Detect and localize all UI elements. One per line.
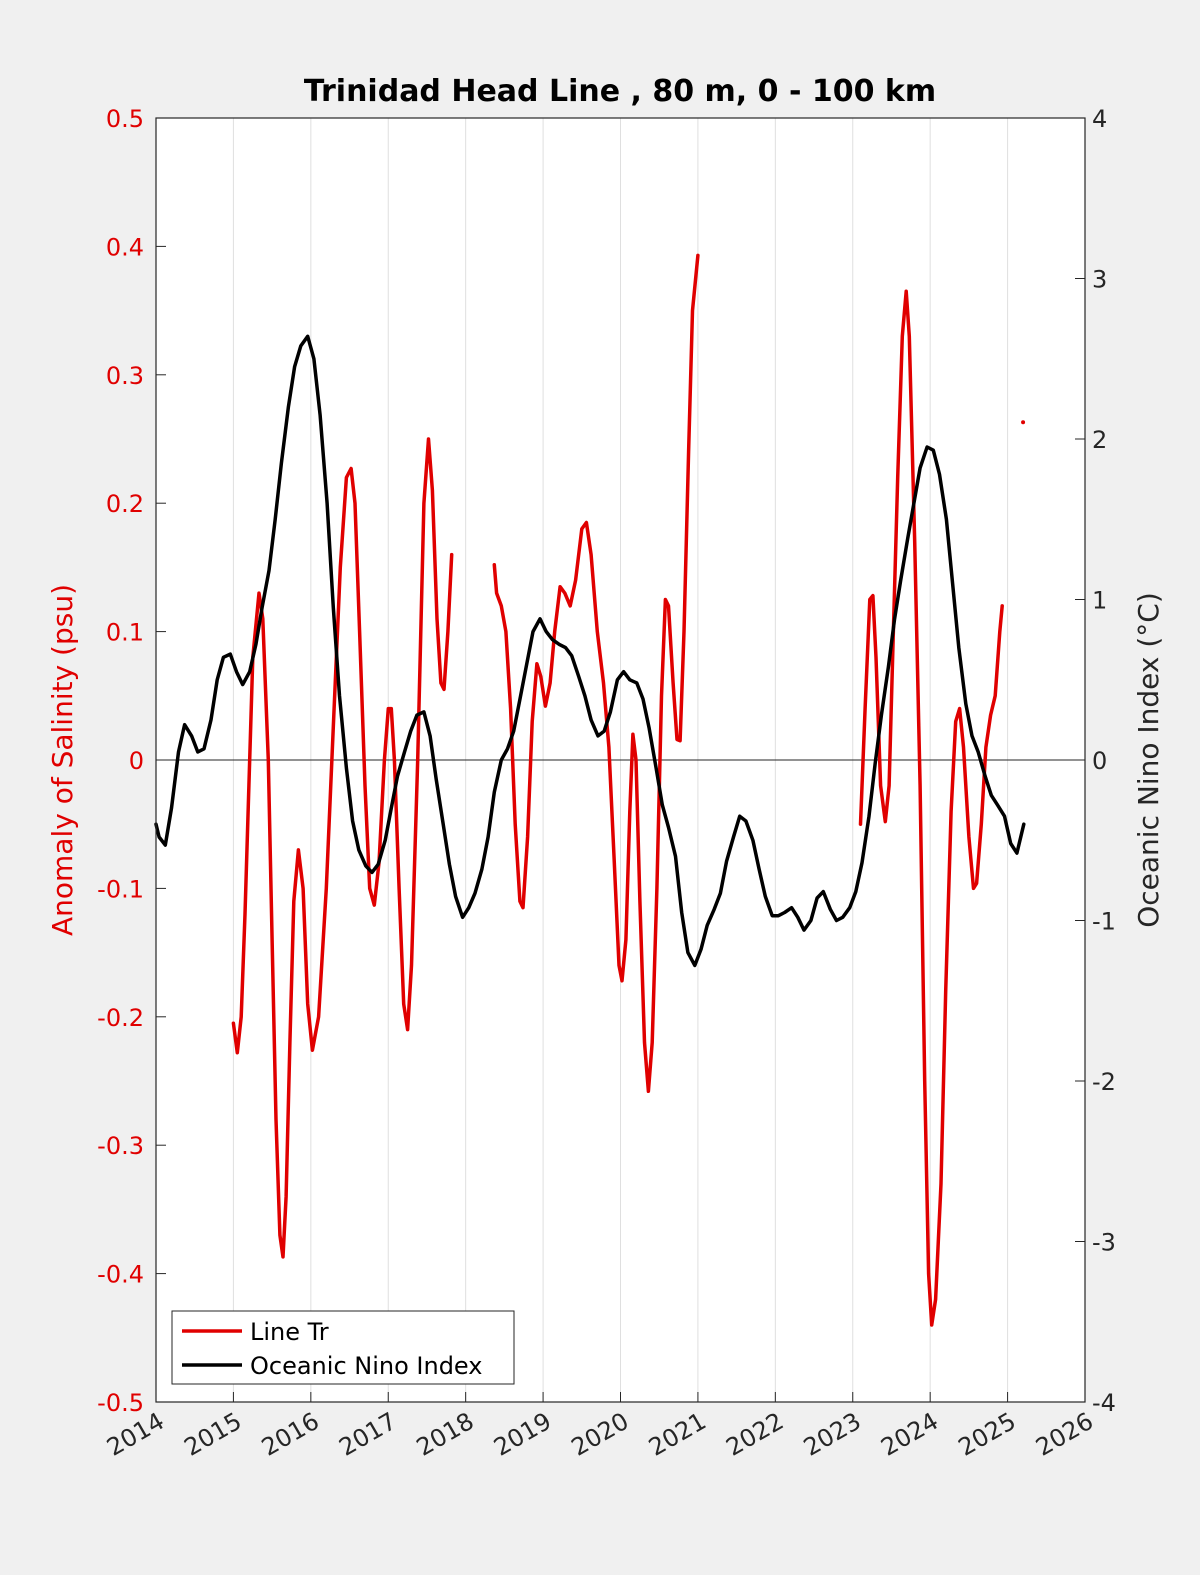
x-tick-label: 2025 — [954, 1407, 1021, 1462]
line-tr-series-line — [492, 253, 700, 1094]
right-tick-label: 0 — [1092, 747, 1107, 775]
line-tr-series-point — [1021, 420, 1026, 425]
left-tick-label: -0.3 — [97, 1132, 144, 1160]
right-axis-label: Oceanic Nino Index (°C) — [1132, 592, 1165, 928]
right-tick-label: 3 — [1092, 266, 1107, 294]
left-axis: -0.5 -0.4 -0.3 -0.2 -0.1 0 0.1 0.2 0.3 0.4 0.5 — [97, 105, 166, 1417]
right-axis: -4 -3 -2 -1 0 1 2 3 4 — [1075, 105, 1116, 1417]
right-tick-label: 2 — [1092, 426, 1107, 454]
legend-box — [171, 1310, 515, 1385]
chart-title: Trinidad Head Line , 80 m, 0 - 100 km — [304, 74, 936, 109]
legend-label-oni: Oceanic Nino Index — [250, 1352, 482, 1380]
line-tr-series-line — [231, 437, 454, 1259]
x-tick-label: 2017 — [334, 1407, 401, 1462]
series-layer — [154, 253, 1026, 1327]
x-tick-label: 2024 — [876, 1407, 943, 1462]
left-tick-label: 0.4 — [106, 233, 144, 261]
left-tick-label: 0 — [129, 747, 144, 775]
x-tick-label: 2019 — [489, 1407, 556, 1462]
left-axis-label: Anomaly of Salinity (psu) — [46, 584, 79, 936]
left-tick-label: 0.5 — [106, 105, 144, 133]
oni-series-line — [154, 334, 1026, 968]
left-tick-label: -0.5 — [97, 1389, 144, 1417]
left-tick-label: 0.3 — [106, 362, 144, 390]
right-tick-label: -3 — [1092, 1229, 1116, 1257]
line-tr-series-line — [858, 289, 1004, 1327]
legend-label-line-tr: Line Tr — [250, 1318, 329, 1346]
right-tick-label: -4 — [1092, 1389, 1116, 1417]
left-tick-label: -0.2 — [97, 1004, 144, 1032]
legend: Line Tr Oceanic Nino Index — [171, 1310, 515, 1385]
left-tick-label: -0.1 — [97, 875, 144, 903]
x-tick-label: 2021 — [644, 1407, 711, 1462]
right-tick-label: -1 — [1092, 908, 1116, 936]
right-tick-label: -2 — [1092, 1068, 1116, 1096]
left-tick-label: 0.1 — [106, 619, 144, 647]
x-tick-label: 2023 — [799, 1407, 866, 1462]
x-tick-label: 2026 — [1031, 1407, 1098, 1462]
x-tick-label: 2020 — [567, 1407, 634, 1462]
x-tick-label: 2016 — [257, 1407, 324, 1462]
x-tick-label: 2015 — [180, 1407, 247, 1462]
x-tick-label: 2022 — [721, 1407, 788, 1462]
left-tick-label: 0.2 — [106, 490, 144, 518]
right-tick-label: 1 — [1092, 587, 1107, 615]
left-tick-label: -0.4 — [97, 1261, 144, 1289]
x-tick-label: 2018 — [412, 1407, 479, 1462]
right-tick-label: 4 — [1092, 105, 1107, 133]
